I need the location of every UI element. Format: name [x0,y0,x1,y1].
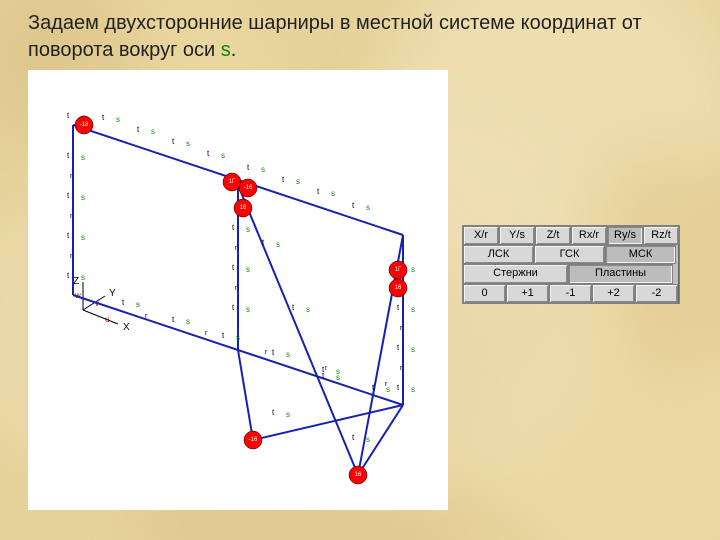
svg-text:s: s [411,265,415,274]
svg-text:t: t [172,315,175,324]
svg-text:s: s [136,300,140,309]
svg-text:s: s [366,203,370,212]
caption-accent: s [221,39,231,61]
svg-text:s: s [81,273,85,282]
svg-text:t: t [317,187,320,196]
svg-text:s: s [261,165,265,174]
svg-text:t: t [247,163,250,172]
svg-text:t: t [272,348,275,357]
svg-text:u: u [105,315,109,324]
svg-text:t: t [352,201,355,210]
type-button-стержни[interactable]: Стержни [463,264,568,283]
svg-text:t: t [352,433,355,442]
svg-text:1Г: 1Г [229,179,236,185]
axis-button-zt[interactable]: Z/t [535,226,571,245]
axis-button-rys[interactable]: Ry/s [607,226,643,245]
hinge-toolbar: X/rY/sZ/tRx/rRy/sRz/t ЛСКГСКМСК СтержниП… [462,225,680,304]
svg-text:r: r [325,365,328,372]
svg-text:t: t [232,223,235,232]
svg-text:s: s [306,305,310,314]
svg-text:16: 16 [355,472,362,478]
svg-text:t: t [67,271,70,280]
caption-text: Задаем двухсторонние шарниры в местной с… [28,10,680,64]
svg-text:s: s [221,151,225,160]
axis-button-xr[interactable]: X/r [463,226,499,245]
row-coord-system: ЛСКГСКМСК [463,245,679,264]
svg-text:s: s [366,435,370,444]
svg-text:-18: -18 [80,122,89,128]
svg-text:t: t [67,151,70,160]
svg-text:s: s [186,139,190,148]
cs-button-гск[interactable]: ГСК [534,245,605,264]
svg-text:t: t [67,191,70,200]
svg-text:r: r [265,349,268,356]
svg-text:s: s [81,153,85,162]
svg-text:Y: Y [109,288,116,299]
svg-text:s: s [236,333,240,342]
svg-text:s: s [246,265,250,274]
svg-text:s: s [286,350,290,359]
svg-text:t: t [397,303,400,312]
caption-after: . [231,39,237,61]
num-button-+2[interactable]: +2 [592,284,635,303]
svg-text:X: X [123,322,130,333]
svg-text:s: s [411,305,415,314]
cs-button-лск[interactable]: ЛСК [463,245,534,264]
svg-text:s: s [246,225,250,234]
svg-text:s: s [116,115,120,124]
svg-text:-16: -16 [249,437,258,443]
svg-text:t: t [232,263,235,272]
axis-button-rzt[interactable]: Rz/t [643,226,679,245]
svg-text:t: t [262,238,265,247]
svg-text:t: t [67,111,70,120]
num-button--2[interactable]: -2 [635,284,678,303]
svg-text:t: t [282,175,285,184]
svg-text:s: s [336,373,340,382]
svg-text:s: s [151,127,155,136]
svg-text:s: s [411,385,415,394]
num-button-+1[interactable]: +1 [506,284,549,303]
svg-text:t: t [272,408,275,417]
svg-text:t: t [232,303,235,312]
svg-text:16: 16 [395,285,402,291]
svg-text:t: t [137,125,140,134]
svg-text:s: s [286,410,290,419]
svg-text:r: r [205,330,208,337]
svg-text:t: t [207,149,210,158]
svg-text:s: s [81,193,85,202]
caption-before: Задаем двухсторонние шарниры в местной с… [28,12,642,61]
axis-button-ys[interactable]: Y/s [499,226,535,245]
cs-button-мск[interactable]: МСК [605,245,676,264]
svg-text:t: t [102,113,105,122]
svg-text:s: s [411,345,415,354]
svg-text:s: s [81,233,85,242]
svg-text:t: t [292,303,295,312]
svg-text:t: t [397,383,400,392]
row-numeric: 0+1-1+2-2 [463,284,679,303]
svg-text:t: t [67,231,70,240]
svg-text:s: s [186,317,190,326]
svg-text:s: s [276,240,280,249]
svg-text:16: 16 [240,205,247,211]
page-root: Задаем двухсторонние шарниры в местной с… [0,0,720,540]
svg-text:s: s [296,177,300,186]
num-button--1[interactable]: -1 [549,284,592,303]
type-button-пластины[interactable]: Пластины [568,264,673,283]
svg-text:t: t [222,331,225,340]
axis-button-rxr[interactable]: Rx/r [571,226,607,245]
svg-text:s: s [331,189,335,198]
svg-text:1Г: 1Г [395,267,402,273]
row-element-type: СтержниПластины [463,264,679,283]
structure-diagram: XYZuvwtststststststststststststststststs… [28,70,448,510]
svg-text:s: s [246,305,250,314]
svg-text:t: t [397,343,400,352]
svg-text:t: t [122,298,125,307]
svg-text:t: t [172,137,175,146]
row-axes: X/rY/sZ/tRx/rRy/sRz/t [463,226,679,245]
svg-text:-16: -16 [244,185,253,191]
num-button-0[interactable]: 0 [463,284,506,303]
diagram-panel: XYZuvwtststststststststststststststststs… [28,70,448,510]
